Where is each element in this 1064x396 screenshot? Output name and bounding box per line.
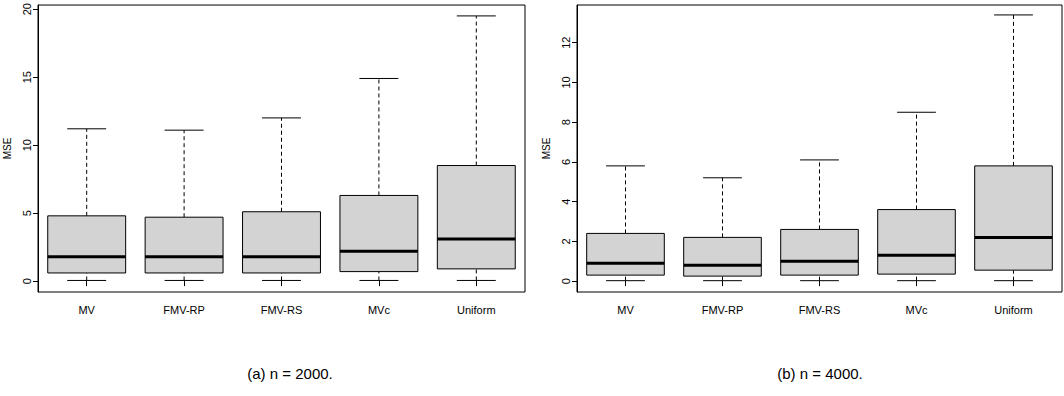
svg-text:10: 10 [560, 76, 572, 88]
svg-text:FMV-RS: FMV-RS [799, 304, 841, 316]
svg-text:4: 4 [560, 199, 572, 205]
svg-text:MVc: MVc [906, 304, 929, 316]
svg-text:(a) n = 2000.: (a) n = 2000. [247, 365, 332, 382]
svg-text:8: 8 [560, 119, 572, 125]
svg-text:FMV-RP: FMV-RP [702, 304, 744, 316]
svg-text:FMV-RS: FMV-RS [261, 304, 303, 316]
svg-text:Uniform: Uniform [457, 304, 496, 316]
svg-text:MV: MV [78, 304, 95, 316]
svg-text:MVc: MVc [368, 304, 391, 316]
svg-text:10: 10 [21, 139, 33, 151]
svg-text:Uniform: Uniform [994, 304, 1033, 316]
svg-text:MSE: MSE [541, 137, 552, 159]
svg-text:MSE: MSE [2, 137, 13, 159]
svg-text:0: 0 [21, 278, 33, 284]
svg-text:(b) n = 4000.: (b) n = 4000. [777, 365, 862, 382]
svg-text:MV: MV [617, 304, 634, 316]
svg-text:6: 6 [560, 159, 572, 165]
svg-text:12: 12 [560, 37, 572, 49]
svg-text:0: 0 [560, 278, 572, 284]
svg-text:20: 20 [21, 3, 33, 15]
svg-text:FMV-RP: FMV-RP [163, 304, 205, 316]
svg-text:2: 2 [560, 238, 572, 244]
svg-text:15: 15 [21, 71, 33, 83]
svg-text:5: 5 [21, 210, 33, 216]
